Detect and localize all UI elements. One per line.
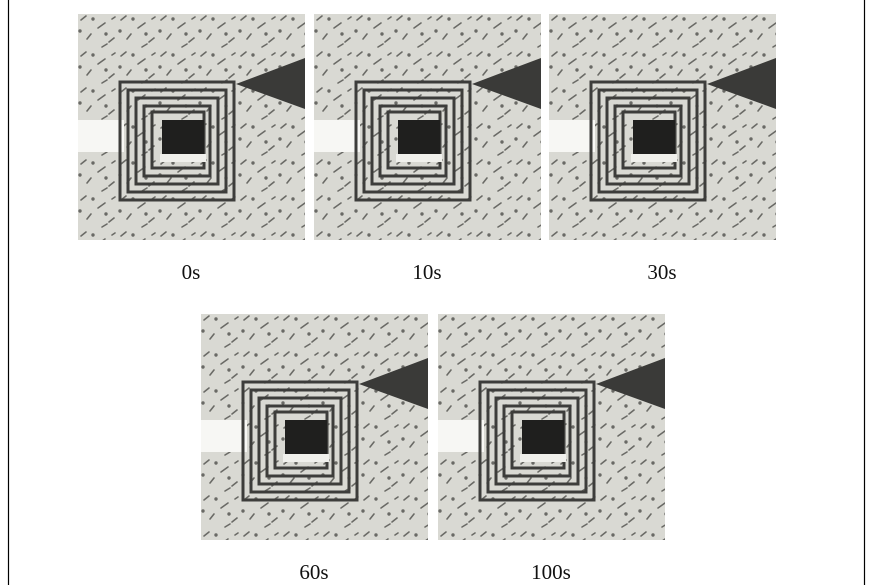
micrograph xyxy=(201,314,428,540)
micrograph xyxy=(438,314,665,540)
micrograph xyxy=(549,14,776,240)
micrograph xyxy=(314,14,541,240)
caption: 10s xyxy=(412,260,441,284)
caption: 0s xyxy=(182,260,201,284)
caption: 100s xyxy=(531,560,571,584)
caption: 30s xyxy=(647,260,676,284)
caption: 60s xyxy=(299,560,328,584)
micrograph xyxy=(78,14,305,240)
